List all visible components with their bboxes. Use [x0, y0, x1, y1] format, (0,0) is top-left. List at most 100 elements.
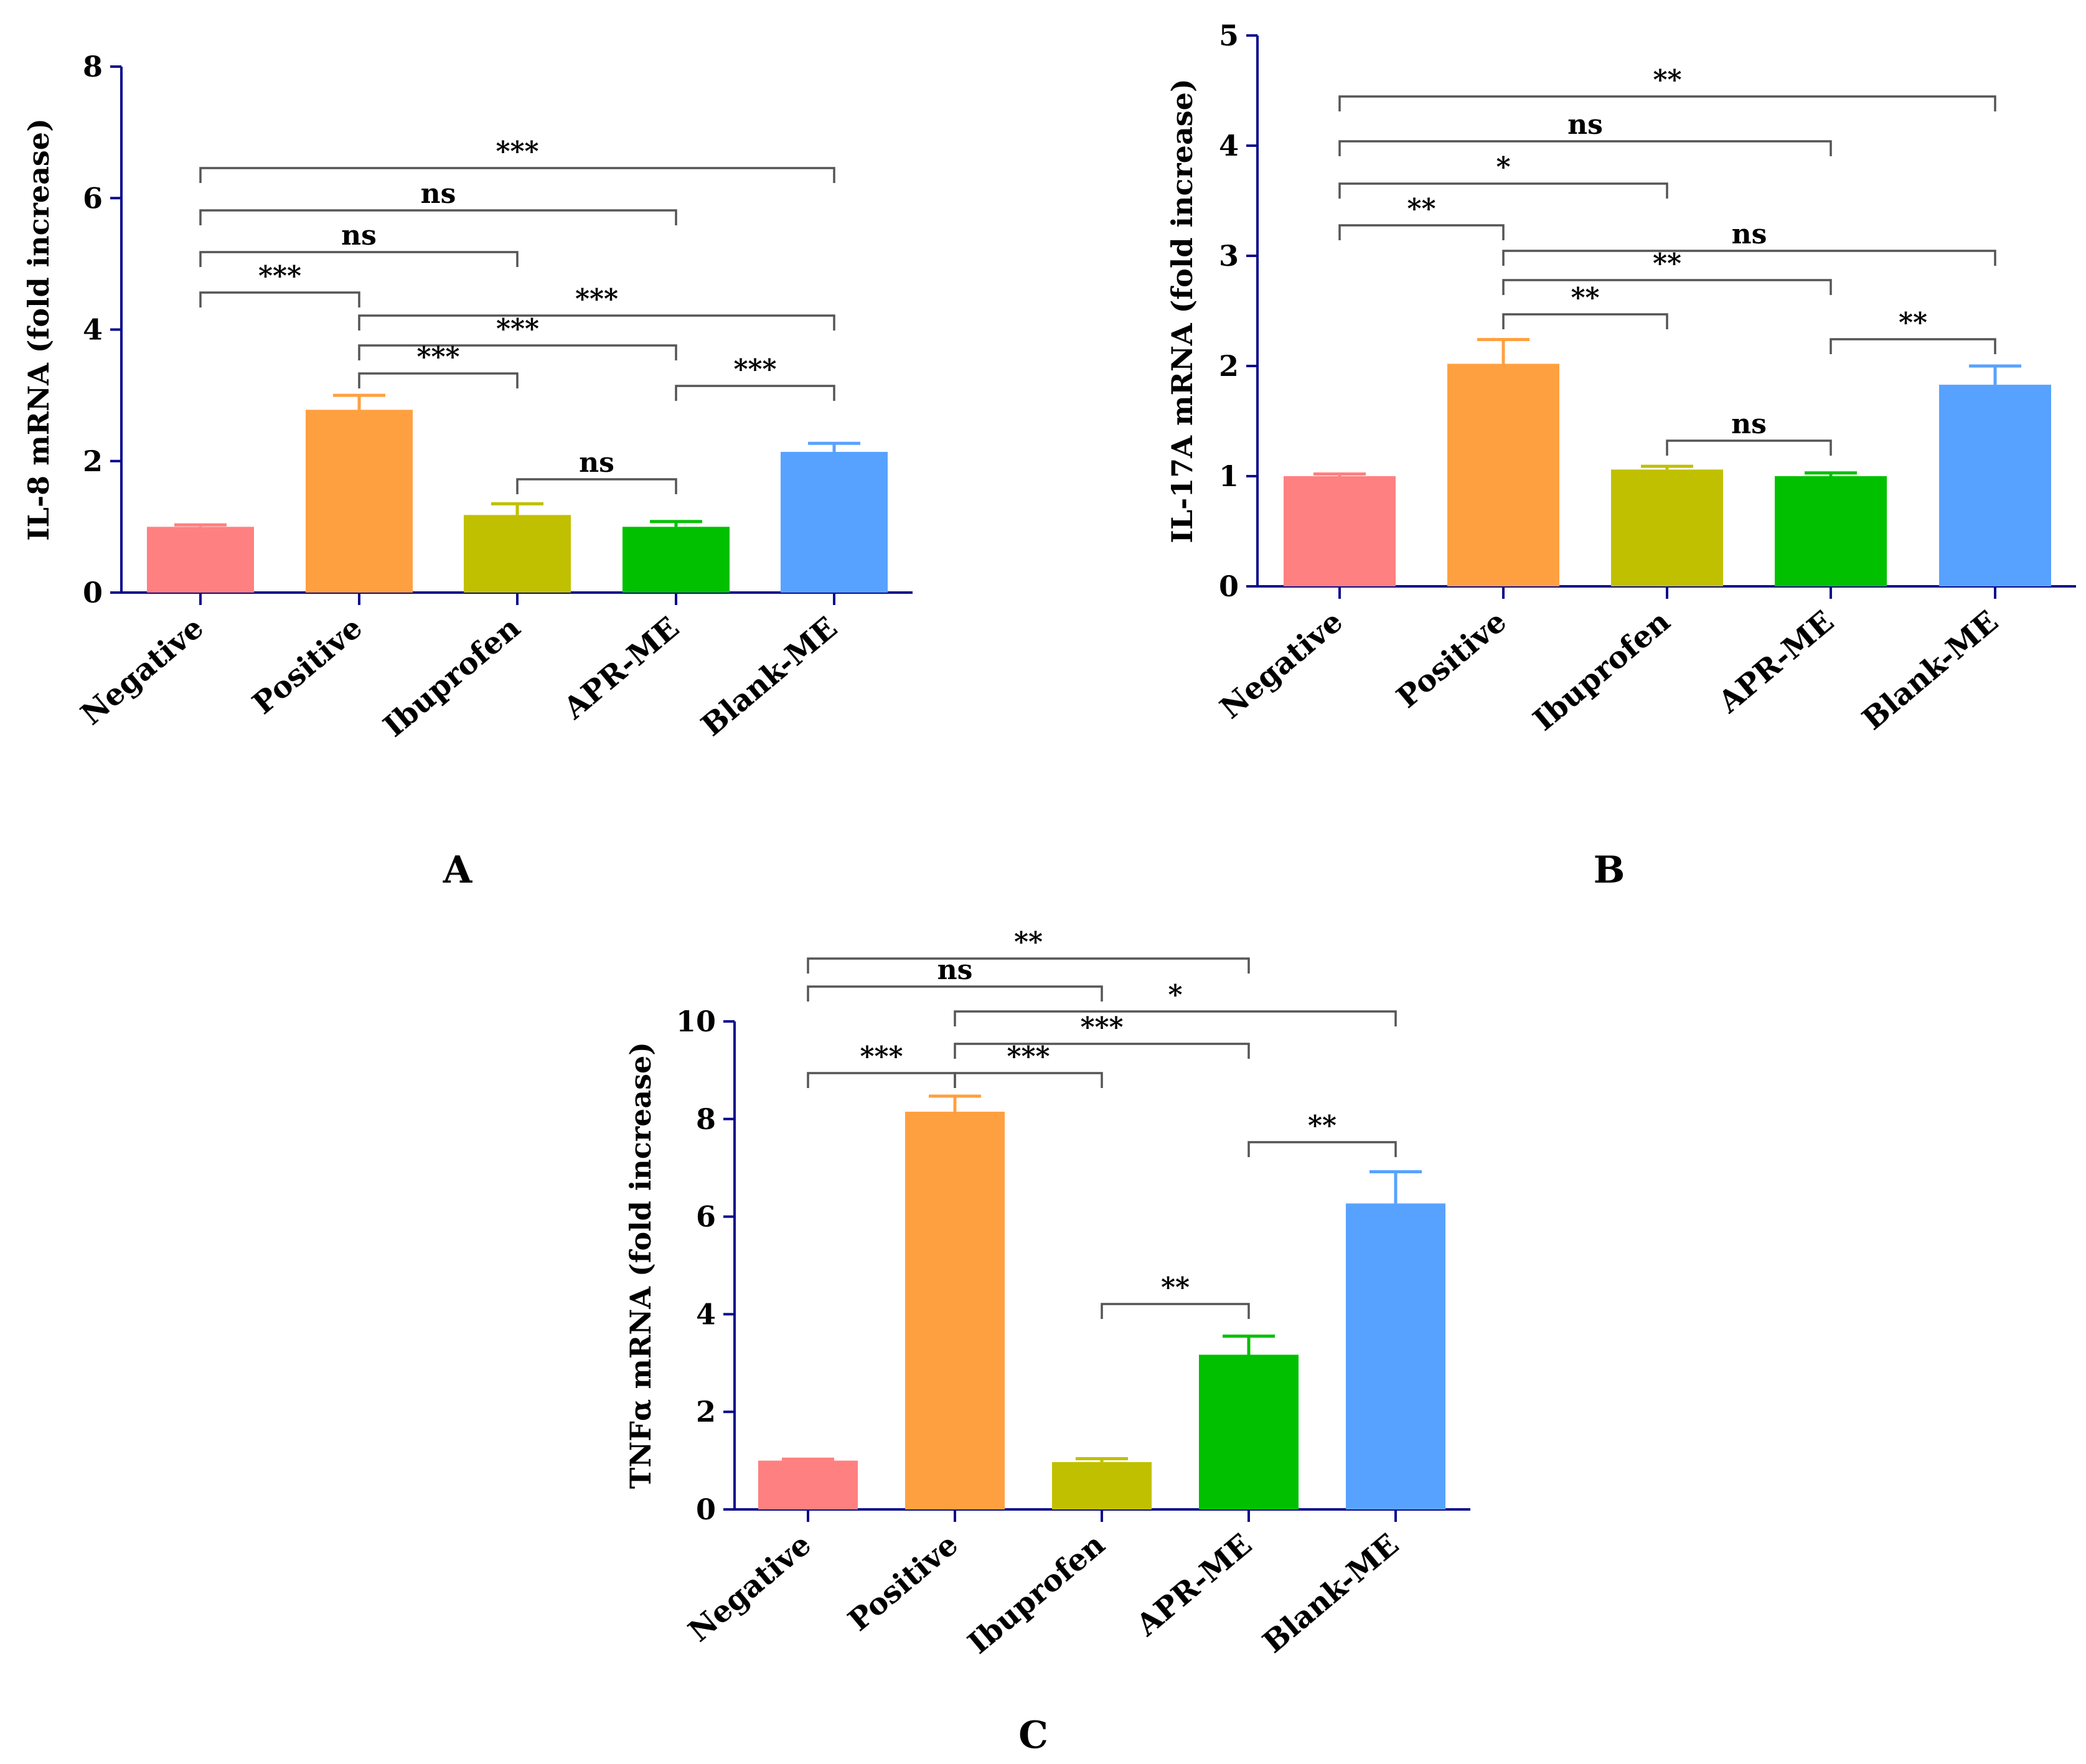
y-tick-label: 0 [696, 1493, 716, 1526]
significance-label: ** [1161, 1272, 1190, 1303]
panel-label-b: B [1594, 848, 1625, 892]
chart-panel-c: 0 2 4 6 8 10 TNFα mRNA (fold increase) Negative… [624, 926, 1470, 1661]
significance-label: ** [1653, 248, 1681, 279]
significance-bracket [807, 957, 1250, 973]
significance-bracket [1338, 182, 1668, 199]
significance-label: *** [496, 136, 538, 167]
x-tick-label: APR-ME [1711, 604, 1840, 720]
y-axis-title: IL-8 mRNA (fold increase) [22, 118, 55, 541]
x-tick-label: Blank-ME [695, 610, 844, 743]
significance-label: *** [1080, 1011, 1123, 1043]
significance-bracket [199, 209, 677, 225]
x-tick-label: Positive [246, 610, 369, 721]
significance-bracket [358, 344, 677, 360]
bar [781, 451, 888, 593]
significance-bracket [807, 1072, 956, 1088]
y-tick-label: 10 [676, 1005, 716, 1038]
significance-label: ns [937, 954, 973, 986]
y-tick-label: 6 [83, 181, 103, 215]
bar [306, 410, 413, 593]
significance-bracket [358, 314, 835, 331]
x-tick-label: APR-ME [557, 610, 685, 726]
bar [1611, 469, 1723, 586]
bar [1775, 476, 1887, 586]
significance-label: ** [1014, 926, 1043, 958]
bar [147, 527, 254, 593]
bar [1199, 1354, 1299, 1509]
significance-label: *** [416, 341, 459, 373]
significance-label: ns [1731, 408, 1767, 440]
significance-bracket [1830, 338, 1996, 354]
y-tick-label: 2 [1219, 349, 1239, 383]
significance-bracket [516, 478, 677, 494]
significance-bracket [1502, 279, 1832, 295]
significance-bracket [1666, 439, 1832, 456]
bar [1346, 1203, 1445, 1509]
y-tick-label: 4 [696, 1297, 716, 1331]
significance-label: ** [1407, 193, 1435, 225]
significance-label: ** [1653, 64, 1681, 96]
significance-bracket [807, 985, 1103, 1002]
x-tick-label: Blank-ME [1256, 1527, 1406, 1660]
y-tick-label: 4 [1219, 129, 1239, 162]
y-tick-label: 8 [83, 50, 103, 83]
x-tick-label: Positive [1390, 604, 1513, 715]
x-tick-label: Negative [682, 1527, 817, 1649]
bar [464, 515, 571, 593]
significance-label: ** [1571, 282, 1599, 314]
y-tick-label: 2 [83, 444, 103, 478]
significance-label: ns [1732, 218, 1767, 250]
y-tick-label: 6 [696, 1200, 716, 1234]
panel-label-c: C [1018, 1714, 1048, 1757]
chart-panel-b: 0 1 2 3 4 5 IL-17A mRNA (fold increase) Negativ… [1165, 19, 2076, 738]
y-tick-label: 0 [1219, 570, 1239, 603]
x-tick-label: Ibuprofen [377, 610, 527, 744]
bar [1052, 1461, 1152, 1509]
bar [1284, 476, 1396, 586]
significance-label: *** [496, 313, 539, 345]
x-tick-label: Positive [842, 1527, 965, 1638]
significance-bracket [199, 291, 360, 307]
x-tick-label: Negative [74, 610, 210, 732]
significance-label: * [1496, 151, 1510, 183]
y-tick-label: 3 [1219, 239, 1239, 273]
chart-panel-a: 0 2 4 6 8 IL-8 mRNA (fold increase) Negative Po… [22, 50, 913, 744]
x-tick-label: Ibuprofen [962, 1527, 1112, 1661]
significance-bracket [954, 1072, 1103, 1088]
x-tick-label: Negative [1213, 604, 1349, 726]
y-axis-title: IL-17A mRNA (fold increase) [1165, 78, 1199, 543]
x-tick-label: Blank-ME [1856, 604, 2005, 737]
significance-bracket [199, 251, 519, 267]
y-axis-title: TNFα mRNA (fold increase) [624, 1042, 657, 1489]
significance-label: ns [421, 178, 456, 210]
significance-label: ns [341, 220, 377, 251]
bar [1447, 364, 1559, 586]
significance-label: *** [1007, 1041, 1050, 1072]
significance-bracket [1247, 1141, 1397, 1157]
significance-label: *** [860, 1041, 903, 1072]
y-tick-label: 1 [1219, 459, 1239, 493]
significance-label: ** [1899, 307, 1927, 339]
significance-label: *** [575, 283, 618, 315]
significance-bracket [1502, 313, 1668, 329]
significance-bracket [954, 1010, 1397, 1026]
significance-bracket [199, 167, 835, 183]
significance-bracket [675, 385, 835, 401]
significance-bracket [1338, 224, 1505, 240]
significance-bracket [358, 372, 519, 388]
significance-label: ** [1308, 1110, 1337, 1142]
significance-bracket [954, 1043, 1250, 1059]
significance-label: ns [1567, 109, 1603, 141]
bar [758, 1460, 858, 1509]
y-tick-label: 8 [696, 1102, 716, 1136]
x-tick-label: Ibuprofen [1527, 604, 1677, 738]
significance-bracket [1101, 1303, 1250, 1319]
significance-bracket [1502, 250, 1996, 266]
bar [1939, 385, 2051, 586]
y-tick-label: 5 [1219, 19, 1239, 52]
significance-label: * [1168, 979, 1182, 1011]
panel-label-a: A [443, 848, 473, 892]
bar [905, 1112, 1005, 1509]
x-tick-label: APR-ME [1129, 1527, 1258, 1643]
